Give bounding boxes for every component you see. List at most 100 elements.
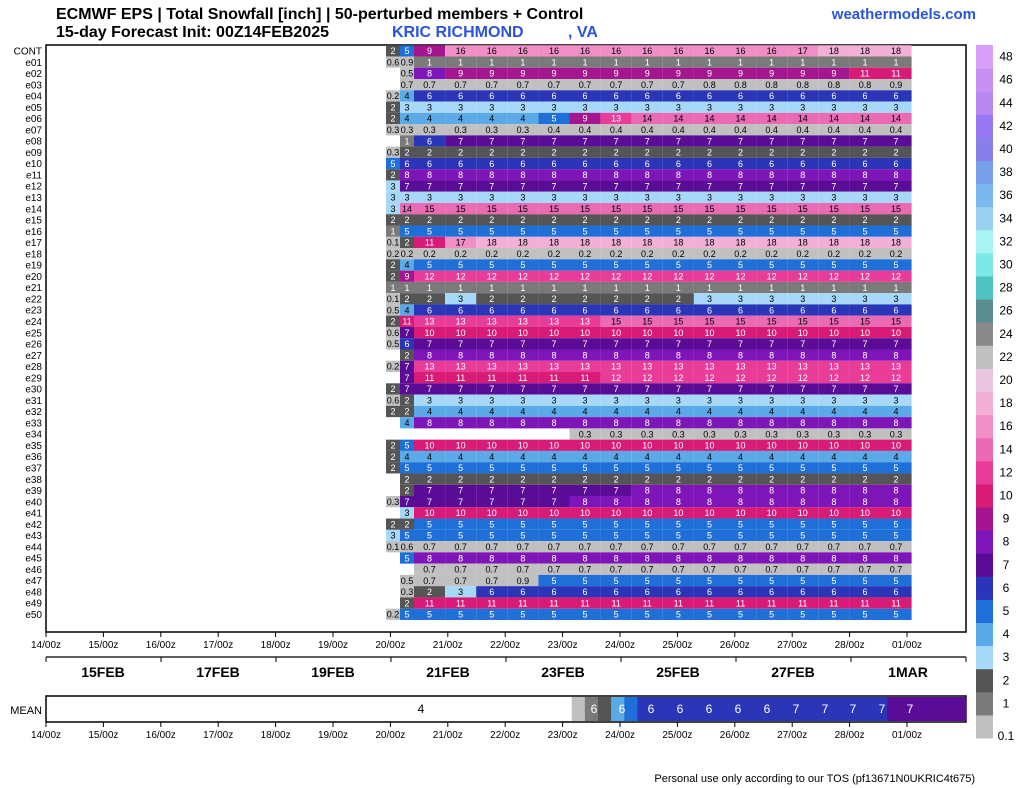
cell-value: 7 — [458, 497, 463, 507]
member-cell — [725, 586, 757, 598]
cell-value: 6 — [862, 91, 867, 101]
member-cell — [849, 135, 881, 147]
cell-value: 0.1 — [387, 542, 400, 552]
member-cell — [787, 473, 819, 485]
cell-value: 4 — [769, 407, 774, 417]
member-cell — [569, 112, 601, 125]
member-cell — [662, 293, 694, 305]
member-cell — [569, 484, 601, 496]
member-cell — [507, 146, 539, 158]
cell-value: 8 — [862, 350, 867, 360]
cell-value: 16 — [456, 46, 466, 56]
member-cell — [414, 79, 446, 91]
cell-value: 2 — [489, 215, 494, 225]
x-tick-label: 22/00z — [490, 640, 520, 651]
member-cell — [662, 124, 694, 136]
x-tick-label: 18/00z — [261, 730, 291, 741]
cell-value: 2 — [520, 148, 525, 158]
cell-value: 0.9 — [517, 576, 530, 586]
member-cell — [725, 349, 757, 361]
member-cell — [631, 383, 663, 395]
cell-value: 1 — [800, 57, 805, 67]
member-cell — [693, 360, 725, 373]
member-cell — [445, 67, 477, 80]
cell-value: 9 — [614, 69, 619, 79]
member-cell — [414, 112, 446, 125]
member-cell — [600, 360, 632, 373]
cell-value: 15 — [860, 317, 870, 327]
member-cell — [538, 394, 570, 406]
member-cell — [849, 586, 881, 598]
member-cell — [445, 236, 477, 249]
cell-value: 8 — [862, 418, 867, 428]
member-cell — [662, 112, 694, 125]
member-cell — [631, 462, 663, 474]
member-cell — [538, 157, 570, 170]
brand-link[interactable]: weathermodels.com — [831, 6, 976, 23]
member-cell — [538, 225, 570, 237]
cell-value: 0.4 — [765, 125, 778, 135]
member-cell — [476, 124, 508, 136]
cell-value: 5 — [458, 463, 463, 473]
cell-value: 7 — [551, 486, 556, 496]
cell-value: 7 — [520, 136, 525, 146]
cell-value: 8 — [427, 170, 432, 180]
member-label: e14 — [25, 204, 42, 215]
member-cell — [849, 90, 881, 102]
date-label: 1MAR — [888, 664, 928, 680]
cell-value: 4 — [427, 407, 432, 417]
colorbar-segment — [976, 252, 993, 277]
member-cell — [662, 462, 694, 474]
cell-value: 3 — [676, 395, 681, 405]
member-label: e47 — [25, 576, 42, 587]
cell-value: 4 — [427, 452, 432, 462]
cell-value: 0.3 — [765, 429, 778, 439]
member-cell — [386, 304, 400, 316]
cell-value: 4 — [489, 407, 494, 417]
member-cell — [445, 56, 477, 68]
cell-value: 2 — [390, 463, 395, 473]
colorbar-segment — [976, 229, 993, 254]
cell-value: 0.3 — [734, 429, 747, 439]
member-cell — [849, 236, 881, 249]
cell-value: 10 — [487, 441, 497, 451]
member-cell — [414, 101, 446, 113]
member-cell — [538, 45, 570, 57]
member-cell — [631, 450, 663, 463]
member-cell — [880, 101, 912, 113]
member-cell — [600, 518, 632, 530]
x-tick-label: 17/00z — [203, 640, 233, 651]
member-cell — [414, 236, 446, 249]
member-cell — [662, 225, 694, 237]
member-cell — [538, 372, 570, 384]
member-cell — [414, 124, 446, 136]
cell-value: 11 — [580, 373, 589, 383]
cell-value: 6 — [831, 91, 836, 101]
member-cell — [880, 67, 912, 80]
member-cell — [631, 225, 663, 237]
member-cell — [662, 214, 694, 226]
member-cell — [787, 574, 819, 587]
member-cell — [725, 484, 757, 496]
cell-value: 8 — [894, 350, 899, 360]
colorbar-label: 42 — [999, 119, 1013, 133]
cell-value: 5 — [676, 531, 681, 541]
member-cell — [662, 202, 694, 215]
member-cell — [693, 405, 725, 418]
member-cell — [662, 608, 694, 620]
member-cell — [386, 101, 400, 113]
cell-value: 8 — [614, 553, 619, 563]
member-cell — [400, 484, 414, 496]
cell-value: 1 — [738, 283, 743, 293]
cell-value: 2 — [831, 148, 836, 158]
cell-value: 2 — [583, 148, 588, 158]
cell-value: 0.5 — [401, 576, 414, 586]
member-cell — [725, 608, 757, 620]
cell-value: 5 — [769, 531, 774, 541]
member-cell — [569, 428, 601, 440]
member-cell — [849, 112, 881, 125]
cell-value: 0.3 — [401, 587, 414, 597]
mean-value: 6 — [533, 702, 540, 716]
cell-value: 4 — [800, 452, 805, 462]
cell-value: 5 — [738, 260, 743, 270]
